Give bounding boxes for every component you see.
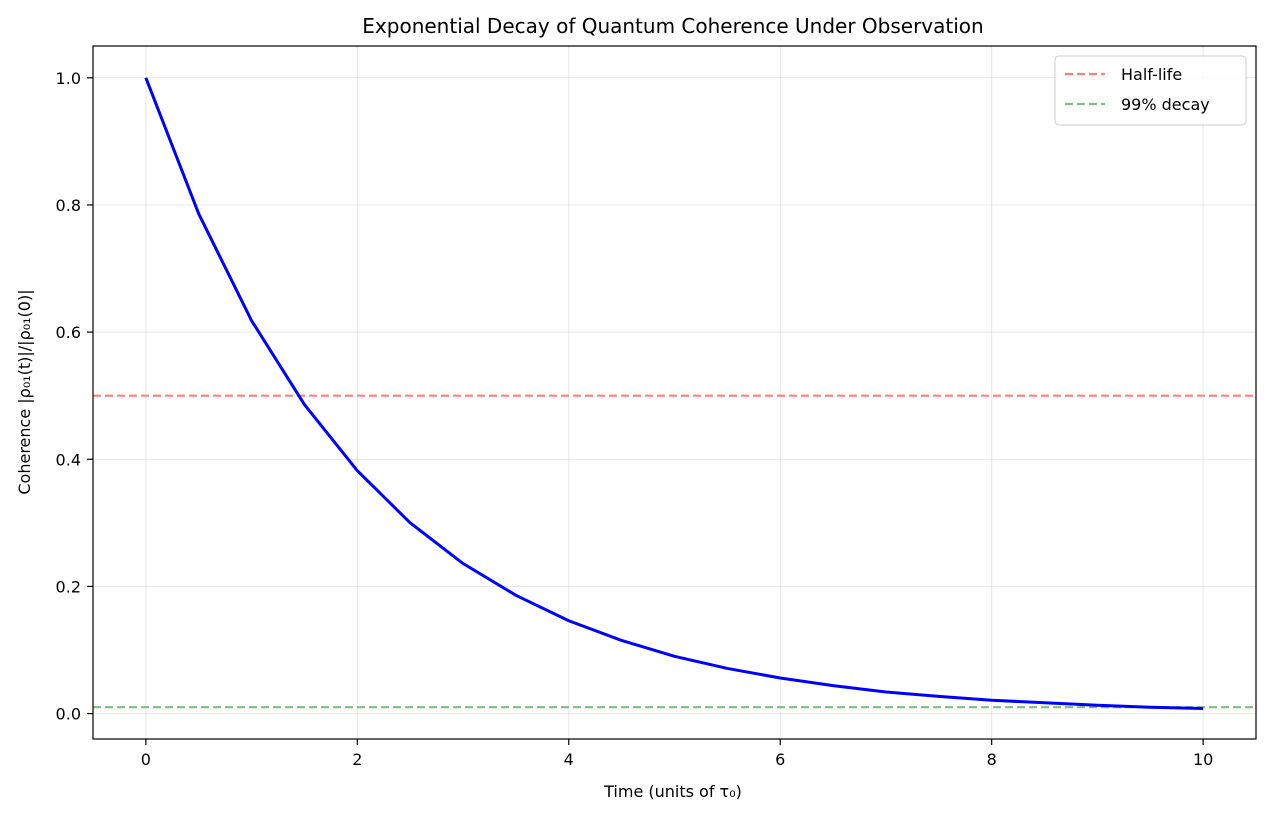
legend-label: 99% decay [1121,95,1210,114]
y-tick-label: 0.2 [56,577,81,596]
series-line [144,77,1204,710]
chart-title: Exponential Decay of Quantum Coherence U… [362,14,983,38]
x-axis-label: Time (units of τ₀) [603,782,742,801]
legend-label: Half-life [1121,65,1182,84]
y-tick-label: 0.0 [56,705,81,724]
x-tick-label: 8 [987,750,997,769]
x-tick-label: 10 [1193,750,1213,769]
x-tick-label: 2 [352,750,362,769]
y-tick-label: 0.6 [56,323,81,342]
axes-frame [92,45,1257,740]
x-tick-label: 0 [141,750,151,769]
y-tick-label: 0.4 [56,450,81,469]
x-tick-label: 4 [564,750,574,769]
x-tick-label: 6 [775,750,785,769]
plot-area: 0 2 4 6 8 10 0.0 0.2 0.4 0.6 0.8 1.0 Half-life 99% de… [56,45,1257,769]
y-tick-label: 1.0 [56,69,81,88]
y-axis-label: Coherence |ρ₀₁(t)|/|ρ₀₁(0)| [15,289,34,494]
y-tick-label: 0.8 [56,196,81,215]
